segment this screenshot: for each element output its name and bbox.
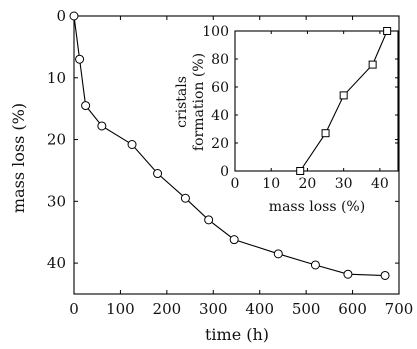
main-data-point	[69, 11, 79, 21]
inset-ylabel-line1: cristals	[174, 76, 190, 128]
main-series-line	[73, 15, 386, 277]
inset-data-point	[296, 167, 305, 175]
main-y-tick-label: 40	[47, 254, 66, 272]
main-series	[69, 11, 390, 280]
main-x-tick-label: 500	[292, 300, 321, 318]
inset-x-tick-label: 10	[262, 176, 280, 192]
inset-ylabel-line2: formation (%)	[191, 53, 207, 151]
main-data-point	[380, 270, 390, 280]
main-data-point	[343, 269, 353, 279]
main-ylabel: mass loss (%)	[9, 103, 28, 213]
main-x-tick-label: 100	[106, 300, 135, 318]
main-data-point	[81, 101, 91, 111]
inset-data-point	[339, 91, 348, 100]
inset-y-tick-label: 0	[220, 164, 229, 180]
inset-series-line	[299, 30, 388, 172]
inset-series	[296, 27, 392, 175]
inset-x-tick-label: 20	[299, 176, 317, 192]
inset-y-tick-label: 100	[202, 24, 229, 40]
inset-data-point	[383, 27, 392, 35]
main-data-point	[204, 215, 214, 225]
inset-xlabel: mass loss (%)	[269, 199, 365, 215]
main-x-tick-label: 300	[199, 300, 228, 318]
inset-x-tick-label: 40	[371, 176, 389, 192]
main-x-tick-label: 600	[338, 300, 367, 318]
main-data-point	[273, 249, 283, 259]
inset-axes-frame	[234, 30, 399, 172]
main-xlabel: time (h)	[205, 325, 269, 344]
main-data-point	[97, 121, 107, 131]
inset-x-tick-label: 30	[335, 176, 353, 192]
main-axes-frame	[73, 15, 400, 295]
main-y-tick-label: 0	[56, 7, 66, 25]
main-y-tick-label: 20	[47, 131, 66, 149]
main-data-point	[310, 260, 320, 270]
main-data-point	[75, 54, 85, 64]
inset-y-tick-label: 80	[211, 52, 229, 68]
inset-ticks: 0 10 20 30 40 0 20 40 60 80 100	[202, 24, 398, 192]
main-y-tick-label: 10	[47, 69, 66, 87]
main-data-point	[127, 139, 137, 149]
inset-y-tick-label: 20	[211, 136, 229, 152]
inset-chart: 0 10 20 30 40 0 20 40 60 80 100 mass loss (%) cris…	[174, 24, 399, 215]
inset-data-point	[321, 129, 330, 138]
inset-plot-frame	[234, 30, 399, 172]
main-x-tick-label: 400	[245, 300, 274, 318]
main-data-point	[229, 235, 239, 245]
inset-x-tick-label: 0	[231, 176, 240, 192]
main-x-tick-label: 700	[385, 300, 414, 318]
inset-data-point	[368, 60, 377, 69]
inset-y-tick-label: 60	[211, 80, 229, 96]
main-y-tick-label: 30	[47, 192, 66, 210]
main-plot-frame	[73, 15, 400, 295]
inset-y-tick-label: 40	[211, 108, 229, 124]
main-x-tick-label: 0	[69, 300, 79, 318]
main-data-point	[153, 169, 163, 179]
main-x-tick-label: 200	[153, 300, 182, 318]
main-data-point	[180, 193, 190, 203]
